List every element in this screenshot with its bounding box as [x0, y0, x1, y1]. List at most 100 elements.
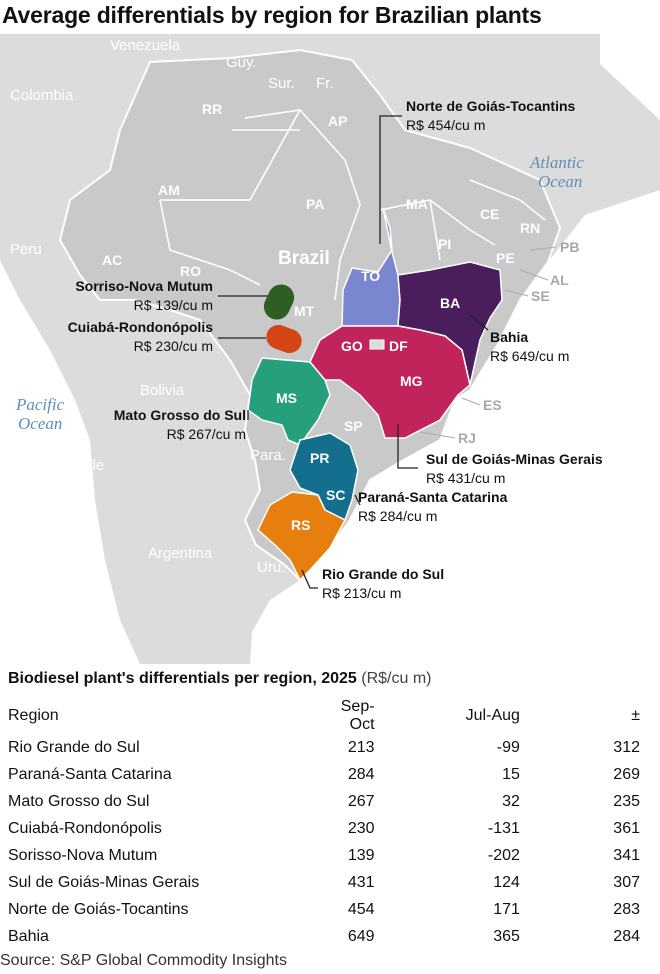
- jul-aug-cell: -131: [487, 819, 520, 837]
- callout-value: R$ 284/cu m: [358, 508, 438, 524]
- jul-aug-cell: 124: [493, 873, 520, 891]
- leader-norte-goias: [379, 115, 402, 244]
- country-label-colombia: Colombia: [10, 87, 74, 104]
- callout-sul-goias-minas-gerais: Sul de Goiás-Minas Gerais R$ 431/cu m: [426, 450, 603, 488]
- column-header-sep-oct: Sep-Oct: [340, 698, 375, 733]
- country-label-venezuela: Venezuela: [110, 37, 181, 54]
- region-cell: Norte de Goiás-Tocantins: [8, 900, 189, 918]
- region-cell: Cuiabá-Rondonópolis: [8, 819, 162, 837]
- table-row: Sorisso-Nova Mutum 139 -202 341: [8, 842, 640, 869]
- callout-name: Rio Grande do Sul: [322, 566, 445, 582]
- table-title-text: Biodiesel plant's differentials per regi…: [8, 670, 357, 687]
- change-cell: 284: [613, 927, 640, 945]
- sep-oct-cell: 649: [347, 927, 375, 945]
- chart-title: Average differentials by region for Braz…: [2, 2, 542, 28]
- change-cell: 307: [613, 873, 640, 891]
- callout-sorriso-nova-mutum: Sorriso-Nova Mutum R$ 139/cu m: [75, 277, 213, 315]
- sep-oct-cell: 213: [347, 738, 375, 756]
- table-row: Norte de Goiás-Tocantins 454 171 283: [8, 896, 640, 923]
- change-cell: 269: [613, 765, 640, 783]
- state-label-pb: PB: [560, 239, 579, 255]
- mato-grosso-sul-region: [247, 357, 331, 446]
- callout-name: Sul de Goiás-Minas Gerais: [426, 451, 603, 467]
- state-label-pe: PE: [496, 250, 515, 266]
- callout-value: R$ 213/cu m: [322, 585, 402, 601]
- table-row: Sul de Goiás-Minas Gerais 431 124 307: [8, 869, 640, 896]
- state-label-rj: RJ: [458, 430, 476, 446]
- jul-aug-cell: 15: [502, 765, 520, 783]
- state-label-pi: PI: [438, 236, 451, 252]
- country-label-uruguay: Uru.: [257, 559, 285, 576]
- change-cell: 283: [613, 900, 640, 918]
- table-row: Rio Grande do Sul 213 -99 312: [8, 734, 640, 761]
- country-label-bolivia: Bolivia: [140, 382, 185, 399]
- leader-parana: [354, 494, 361, 506]
- country-label-chile: Chile: [70, 457, 104, 474]
- state-label-ro: RO: [180, 263, 201, 279]
- callout-bahia: Bahia R$ 649/cu m: [490, 328, 569, 366]
- ocean-label-pacific-2: Ocean: [18, 414, 62, 433]
- leader-bahia: [469, 314, 489, 331]
- column-header-change: ±: [631, 707, 640, 724]
- state-label-ac: AC: [102, 252, 122, 268]
- state-label-ce: CE: [480, 206, 499, 222]
- state-borders: [159, 109, 546, 301]
- state-label-sp: SP: [344, 418, 363, 434]
- sep-oct-cell: 230: [347, 819, 375, 837]
- callout-value: R$ 649/cu m: [490, 348, 570, 364]
- state-label-pa: PA: [306, 196, 324, 212]
- state-label-df: DF: [389, 338, 408, 354]
- callout-value: R$ 431/cu m: [426, 470, 506, 486]
- region-cell: Mato Grosso do Sul: [8, 792, 150, 810]
- sep-oct-cell: 139: [347, 846, 375, 864]
- norte-goias-tocantins-region: [341, 207, 401, 327]
- table-row: Bahia 649 365 284: [8, 923, 640, 950]
- country-label-paraguay: Para.: [250, 447, 286, 464]
- region-cell: Paraná-Santa Catarina: [8, 765, 172, 783]
- country-label-argentina: Argentina: [148, 545, 213, 562]
- state-label-mt: MT: [294, 303, 315, 319]
- source-note: Source: S&P Global Commodity Insights: [0, 952, 287, 969]
- table-header-row: Region Sep-Oct Jul-Aug ±: [8, 698, 640, 734]
- leader-rs: [301, 569, 318, 589]
- callout-name: Sorriso-Nova Mutum: [75, 278, 213, 294]
- state-label-rs: RS: [291, 517, 310, 533]
- state-label-ba: BA: [440, 295, 460, 311]
- state-label-se: SE: [531, 288, 550, 304]
- state-label-ap: AP: [328, 113, 347, 129]
- small-state-leaders: [419, 246, 557, 439]
- state-label-rn: RN: [520, 220, 540, 236]
- sorriso-region-blob: [263, 284, 295, 320]
- ocean-label-pacific-1: Pacific: [15, 395, 65, 414]
- change-cell: 235: [613, 792, 640, 810]
- jul-aug-cell: -99: [496, 738, 520, 756]
- callout-parana-santa-catarina: Paraná-Santa Catarina R$ 284/cu m: [358, 488, 507, 526]
- change-cell: 312: [613, 738, 640, 756]
- callout-value: R$ 267/cu m: [166, 426, 246, 442]
- callout-value: R$ 139/cu m: [133, 297, 213, 313]
- country-label-suriname: Sur.: [268, 75, 295, 92]
- jul-aug-cell: -202: [487, 846, 520, 864]
- state-label-rr: RR: [202, 101, 222, 117]
- callout-name: Paraná-Santa Catarina: [358, 489, 508, 505]
- country-label-peru: Peru: [10, 241, 42, 258]
- ocean-label-atlantic-1: Atlantic: [529, 153, 584, 172]
- table-row: Mato Grosso do Sul 267 32 235: [8, 788, 640, 815]
- callout-value: R$ 230/cu m: [133, 338, 213, 354]
- region-cell: Rio Grande do Sul: [8, 738, 140, 756]
- jul-aug-cell: 365: [493, 927, 520, 945]
- rio-grande-do-sul-region: [257, 491, 347, 582]
- brazil-region-map: Venezuela Guy. Sur. Fr. Colombia Peru Bo…: [0, 34, 660, 664]
- country-label-french-guiana: Fr.: [316, 75, 334, 92]
- sep-oct-cell: 454: [347, 900, 375, 918]
- leader-lines: [218, 115, 489, 589]
- state-label-to: TO: [361, 268, 380, 284]
- jul-aug-cell: 171: [493, 900, 520, 918]
- callout-name: Bahia: [490, 329, 529, 345]
- state-label-mg: MG: [400, 373, 423, 389]
- callout-mato-grosso-do-sul: Mato Grosso do Sul R$ 267/cu m: [114, 406, 246, 444]
- column-header-jul-aug: Jul-Aug: [465, 707, 520, 724]
- region-cell: Sul de Goiás-Minas Gerais: [8, 873, 200, 891]
- callout-name: Mato Grosso do Sul: [113, 407, 246, 423]
- state-label-ma: MA: [406, 196, 428, 212]
